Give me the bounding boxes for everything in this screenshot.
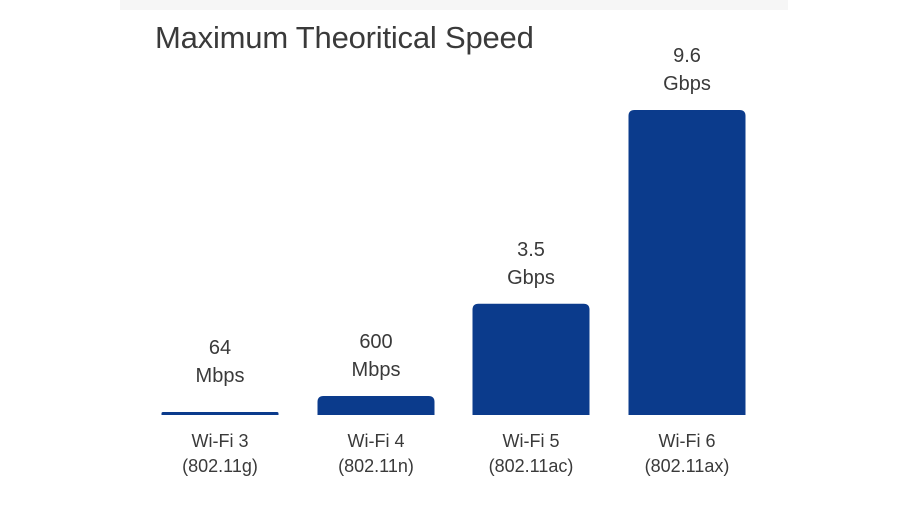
category-sublabel-1: (802.11g) (182, 456, 258, 476)
data-label-unit-3: Gbps (507, 267, 555, 289)
data-label-value-2: 600 (359, 331, 392, 353)
chart-title: Maximum Theoritical Speed (155, 20, 534, 55)
category-sublabel-2: (802.11n) (338, 456, 414, 476)
bar-2 (317, 395, 435, 415)
category-label-4: Wi-Fi 6 (659, 431, 716, 451)
bar-4 (628, 110, 746, 415)
data-label-unit-1: Mbps (196, 365, 245, 387)
data-label-value-1: 64 (209, 337, 231, 359)
data-label-unit-4: Gbps (663, 73, 711, 95)
data-label-unit-2: Mbps (352, 359, 401, 381)
data-label-value-4: 9.6 (673, 45, 701, 67)
category-label-3: Wi-Fi 5 (503, 431, 560, 451)
top-band (120, 0, 788, 10)
data-label-value-3: 3.5 (517, 239, 545, 261)
category-sublabel-3: (802.11ac) (489, 456, 574, 476)
category-sublabel-4: (802.11ax) (645, 456, 730, 476)
category-label-1: Wi-Fi 3 (192, 431, 249, 451)
category-label-2: Wi-Fi 4 (348, 431, 405, 451)
bar-3 (472, 303, 590, 415)
bar-1 (161, 412, 279, 415)
